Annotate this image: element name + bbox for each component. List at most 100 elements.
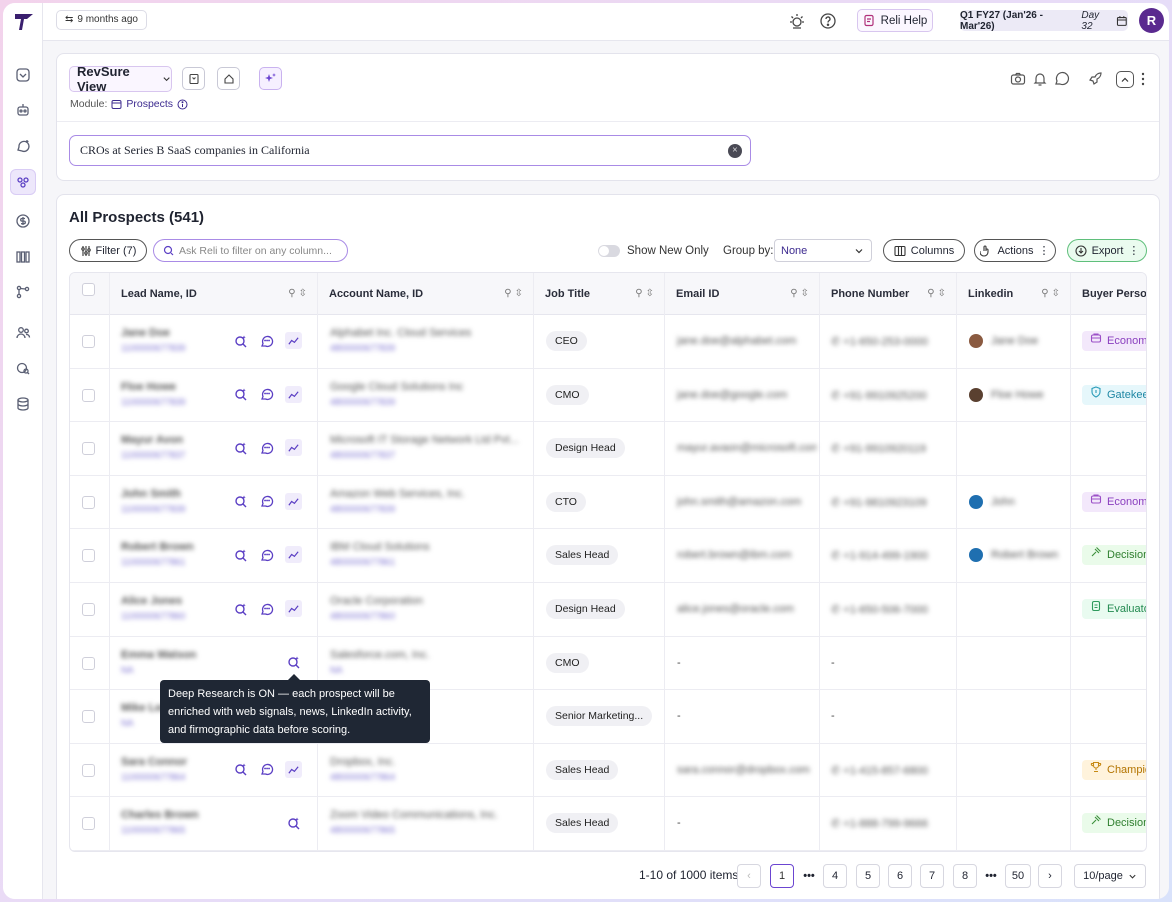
column-header-account[interactable]: Account Name, ID ⚲ ⇳	[317, 273, 533, 315]
trend-icon[interactable]	[285, 600, 302, 617]
phone-number[interactable]: ✆ +1-650-253-0000	[831, 335, 928, 348]
show-new-toggle[interactable]	[598, 245, 620, 257]
camera-icon[interactable]	[1010, 71, 1026, 87]
bell-icon[interactable]	[1032, 71, 1048, 87]
collapse-button[interactable]	[1116, 71, 1134, 88]
ai-chat-icon[interactable]	[258, 386, 275, 403]
account-name[interactable]: Microsoft IT Storage Network Ltd Pvt...	[330, 434, 519, 447]
columns-button[interactable]: Columns	[883, 239, 965, 262]
bookmark-button[interactable]	[182, 67, 205, 90]
table-row[interactable]: Robert Brown 1100000677861 IBM Cloud Solut…	[70, 529, 1146, 583]
account-name[interactable]: Amazon Web Services, Inc.	[330, 487, 465, 500]
column-search-icon[interactable]: ⚲	[288, 288, 296, 299]
ai-chat-icon[interactable]	[258, 493, 275, 510]
lead-name[interactable]: Alice Jones	[121, 595, 183, 607]
account-name[interactable]: Zoom Video Communications, Inc.	[330, 809, 498, 822]
page-button-8[interactable]: 8	[953, 864, 977, 888]
row-checkbox[interactable]	[82, 710, 95, 724]
lead-name[interactable]: John Smith	[121, 487, 181, 500]
robot-icon[interactable]	[10, 97, 36, 123]
prospects-icon[interactable]	[10, 169, 36, 195]
page-button-4[interactable]: 4	[823, 864, 847, 888]
module-name[interactable]: Prospects	[126, 98, 174, 110]
table-row[interactable]: Floe Howe 1100000677839 Google Cloud Solut…	[70, 369, 1146, 423]
settings-search-icon[interactable]	[10, 355, 36, 381]
more-vertical-icon[interactable]	[1138, 71, 1148, 87]
rocket-icon[interactable]	[1087, 71, 1103, 87]
trend-icon[interactable]	[285, 760, 302, 778]
clear-search-icon[interactable]: ×	[728, 144, 742, 158]
phone-number[interactable]: ✆ +91-9910920119	[831, 442, 926, 455]
trend-icon[interactable]	[285, 439, 302, 457]
filter-button[interactable]: Filter (7)	[69, 239, 147, 262]
nl-search-input[interactable]: CROs at Series B SaaS companies in Calif…	[69, 135, 751, 166]
column-search-icon[interactable]: ⚲	[927, 288, 935, 299]
email-id[interactable]: jane.doe@alphabet.com	[677, 335, 797, 347]
flow-icon[interactable]	[10, 279, 36, 305]
deep-research-icon[interactable]	[232, 332, 249, 349]
info-icon[interactable]	[177, 99, 188, 110]
help-icon[interactable]	[819, 12, 837, 30]
linkedin-avatar[interactable]	[969, 494, 983, 509]
inbox-icon[interactable]	[10, 62, 36, 88]
table-row[interactable]: Jane Doe 1100000677839 Alphabet Inc. Cloud…	[70, 315, 1146, 369]
ask-reli-filter-input[interactable]: Ask Reli to filter on any column...	[153, 239, 348, 262]
column-search-icon[interactable]: ⚲	[635, 288, 643, 299]
home-button[interactable]	[217, 67, 240, 90]
column-header-email[interactable]: Email ID ⚲ ⇳	[664, 273, 819, 315]
column-search-icon[interactable]: ⚲	[790, 288, 798, 299]
ai-chat-icon[interactable]	[10, 133, 36, 159]
pagination-ellipsis[interactable]: •••	[803, 870, 815, 882]
trend-icon[interactable]	[285, 385, 302, 403]
email-id[interactable]: -	[677, 817, 681, 830]
page-button-6[interactable]: 6	[888, 864, 912, 888]
actions-button[interactable]: Actions ⋮	[974, 239, 1056, 262]
lead-name[interactable]: Mike Lee	[121, 702, 168, 715]
page-button-7[interactable]: 7	[920, 864, 944, 888]
email-id[interactable]: jane.doe@google.com	[677, 388, 788, 401]
lead-name[interactable]: Mayur Avon	[121, 434, 184, 447]
deep-research-icon[interactable]	[285, 654, 302, 671]
linkedin-name[interactable]: John	[991, 495, 1015, 508]
column-header-linkedin[interactable]: Linkedin ⚲ ⇳	[956, 273, 1070, 315]
select-all-checkbox[interactable]	[82, 283, 95, 296]
sort-icon[interactable]: ⇳	[514, 288, 523, 299]
phone-number[interactable]: ✆ +1-650-506-7000	[831, 603, 928, 616]
row-checkbox[interactable]	[82, 335, 95, 348]
email-id[interactable]: robert.brown@ibm.com	[677, 549, 792, 562]
lead-name[interactable]: Jane Doe	[121, 327, 170, 339]
table-row[interactable]: Mike Lee NA Senior Marketing... - -	[70, 690, 1146, 744]
ai-chat-icon[interactable]	[258, 546, 275, 563]
phone-number[interactable]: ✆ +1-415-857-6800	[831, 764, 928, 777]
email-id[interactable]: -	[677, 710, 681, 723]
linkedin-name[interactable]: Robert Brown	[991, 549, 1059, 562]
phone-number[interactable]: ✆ +91-9910925200	[831, 389, 927, 402]
deep-research-icon[interactable]	[285, 814, 302, 831]
table-row[interactable]: Emma Watson NA Salesforce.com, Inc. NA CMO - -	[70, 637, 1146, 691]
database-icon[interactable]	[10, 391, 36, 417]
column-search-icon[interactable]: ⚲	[504, 288, 512, 299]
dollar-icon[interactable]	[10, 208, 36, 234]
theme-toggle-icon[interactable]	[788, 12, 806, 30]
email-id[interactable]: mayur.avaon@microsoft.com	[677, 442, 817, 455]
ai-chat-icon[interactable]	[258, 600, 275, 617]
phone-number[interactable]: ✆ +1-888-799-9666	[831, 817, 928, 830]
column-header-job[interactable]: Job Title ⚲ ⇳	[533, 273, 664, 315]
phone-number[interactable]: ✆ +1-914-499-1900	[831, 549, 928, 562]
trend-icon[interactable]	[285, 492, 302, 510]
ai-chat-icon[interactable]	[258, 761, 275, 778]
table-row[interactable]: Charles Brown 1100000677865 Zoom Video Com…	[70, 797, 1146, 851]
column-header-phone[interactable]: Phone Number ⚲ ⇳	[819, 273, 956, 315]
email-id[interactable]: alice.jones@oracle.com	[677, 603, 794, 615]
account-name[interactable]: Dropbox, Inc.	[330, 755, 396, 768]
account-name[interactable]: Alphabet Inc. Cloud Services	[330, 327, 472, 339]
view-selector[interactable]: RevSure View	[69, 64, 172, 94]
account-name[interactable]: Google Cloud Solutions Inc	[330, 380, 464, 393]
account-name[interactable]: IBM Cloud Solutions	[330, 541, 430, 554]
lead-name[interactable]: Charles Brown	[121, 809, 199, 822]
lead-name[interactable]: Robert Brown	[121, 541, 194, 554]
deep-research-icon[interactable]	[232, 493, 249, 510]
account-name[interactable]: Oracle Corporation	[330, 595, 423, 607]
deep-research-icon[interactable]	[232, 546, 249, 563]
fiscal-period-selector[interactable]: Q1 FY27 (Jan'26 - Mar'26) Day 32	[960, 10, 1128, 32]
